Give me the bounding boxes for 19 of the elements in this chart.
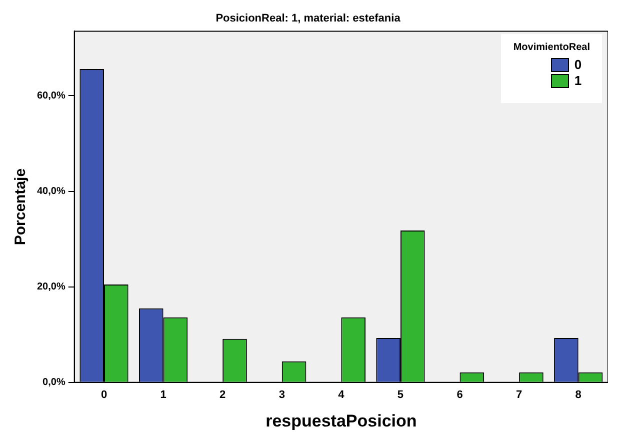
x-tick-label: 4 <box>338 389 346 402</box>
x-tick-label: 8 <box>575 389 582 402</box>
x-axis-title: respuestaPosicion <box>266 411 417 430</box>
x-tick-label: 3 <box>278 389 285 402</box>
legend-title: MovimientoReal <box>513 42 590 53</box>
legend-label: 1 <box>574 73 582 89</box>
x-tick-label: 1 <box>160 389 166 402</box>
legend-label: 0 <box>574 57 582 73</box>
x-tick-label: 7 <box>516 389 522 402</box>
y-tick-label: 60,0% <box>36 90 66 102</box>
y-tick-label: 20,0% <box>36 282 66 293</box>
y-tick-label: 0,0% <box>42 377 66 388</box>
y-tick-label: 40,0% <box>36 186 66 198</box>
y-axis-title: Porcentaje <box>12 168 30 246</box>
chart-title: PosicionReal: 1, material: estefania <box>216 12 402 25</box>
x-tick-label: 6 <box>456 389 463 402</box>
x-tick-label: 5 <box>397 389 404 402</box>
x-tick-label: 0 <box>100 389 108 402</box>
x-tick-label: 2 <box>220 389 226 402</box>
